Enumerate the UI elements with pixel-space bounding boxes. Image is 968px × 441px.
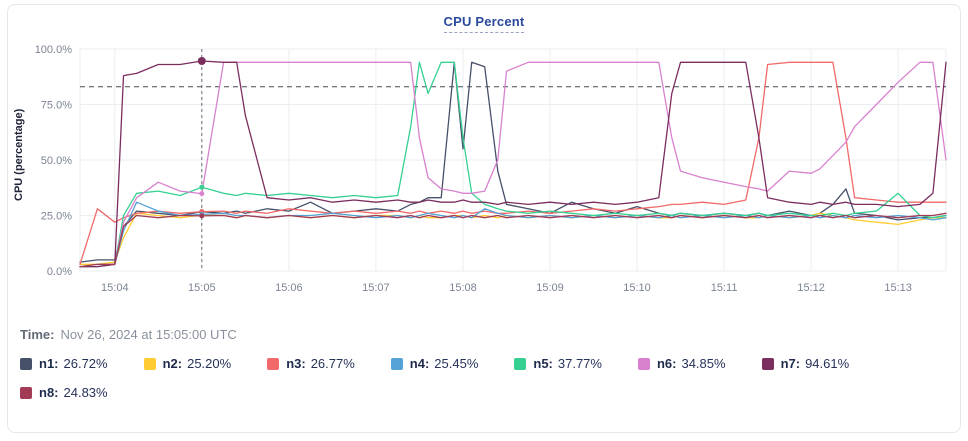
y-axis-label: CPU (percentage) xyxy=(13,108,25,202)
legend-swatch-n4 xyxy=(390,357,403,370)
time-label: Time: xyxy=(20,327,55,342)
x-tick-label: 15:05 xyxy=(188,282,216,294)
crosshair-dot-n5 xyxy=(199,184,205,190)
legend-series-value: 37.77% xyxy=(557,356,602,371)
legend-series-name: n2: xyxy=(162,356,183,371)
series-line-n2 xyxy=(79,212,947,265)
legend-item-n8[interactable]: n8: 24.83% xyxy=(20,385,108,400)
chart-area: CPU (percentage) 100.0% 75.0% 50.0% 25.0% 0.… xyxy=(8,39,960,303)
legend-item-n2[interactable]: n2: 25.20% xyxy=(143,356,232,371)
chart-title[interactable]: CPU Percent xyxy=(443,14,525,33)
y-tick-label: 75.0% xyxy=(41,100,72,112)
legend-swatch-n2 xyxy=(143,357,156,370)
chart-title-row: CPU Percent xyxy=(8,13,960,33)
legend-series-value: 34.85% xyxy=(681,356,726,371)
crosshair-dot-n8 xyxy=(199,213,205,219)
cpu-percent-chart-card: CPU Percent CPU (percentage) 100.0% 75.0%… xyxy=(7,4,961,433)
legend-series-name: n7: xyxy=(780,356,801,371)
legend-series-name: n6: xyxy=(656,356,677,371)
chart-canvas[interactable]: 100.0% 75.0% 50.0% 25.0% 0.0% 15:04 15:05 15:06… xyxy=(8,39,958,303)
legend-series-value: 25.20% xyxy=(187,356,232,371)
legend-series-value: 24.83% xyxy=(63,385,108,400)
legend-item-n6[interactable]: n6: 34.85% xyxy=(637,356,726,371)
y-tick-label: 100.0% xyxy=(35,44,73,56)
x-tick-label: 15:07 xyxy=(362,282,390,294)
legend-series-value: 25.45% xyxy=(434,356,479,371)
y-tick-label: 0.0% xyxy=(47,266,72,278)
legend-series-name: n1: xyxy=(39,356,59,371)
legend-item-n5[interactable]: n5: 37.77% xyxy=(514,356,602,371)
legend-item-n7[interactable]: n7: 94.61% xyxy=(761,356,850,371)
x-tick-label: 15:11 xyxy=(711,282,738,294)
time-value: Nov 26, 2024 at 15:05:00 UTC xyxy=(60,327,237,342)
series-line-n7 xyxy=(79,60,947,268)
x-tick-label: 15:09 xyxy=(536,282,564,294)
legend-series-value: 26.72% xyxy=(63,356,108,371)
legend-series-name: n5: xyxy=(533,356,553,371)
legend-item-n3[interactable]: n3: 26.77% xyxy=(267,356,355,371)
series-line-n4 xyxy=(79,201,947,268)
x-tick-label: 15:12 xyxy=(797,282,825,294)
legend-series-name: n3: xyxy=(286,356,306,371)
y-tick-label: 25.0% xyxy=(41,211,72,223)
legend-swatch-n7 xyxy=(761,357,774,370)
crosshair-dot-n6 xyxy=(199,191,205,197)
crosshair-dot-n7 xyxy=(197,57,206,65)
legend: n1: 26.72% n2: 25.20% n3: 26.77% n4: 25.45% n5: 3… xyxy=(20,356,940,400)
legend-swatch-n1 xyxy=(20,357,32,370)
legend-swatch-n3 xyxy=(267,357,280,370)
x-tick-label: 15:08 xyxy=(449,282,477,294)
time-row: Time: Nov 26, 2024 at 15:05:00 UTC xyxy=(20,327,960,342)
x-tick-label: 15:06 xyxy=(275,282,303,294)
x-tick-label: 15:04 xyxy=(101,282,129,294)
series-line-n3 xyxy=(79,61,947,265)
legend-series-name: n4: xyxy=(409,356,430,371)
legend-swatch-n5 xyxy=(514,357,527,370)
legend-swatch-n8 xyxy=(20,386,32,399)
legend-item-n4[interactable]: n4: 25.45% xyxy=(390,356,479,371)
legend-item-n1[interactable]: n1: 26.72% xyxy=(20,356,108,371)
legend-series-value: 94.61% xyxy=(805,356,850,371)
legend-series-name: n8: xyxy=(39,385,59,400)
x-tick-label: 15:13 xyxy=(884,282,912,294)
series-line-n6 xyxy=(79,61,947,268)
series-line-n8 xyxy=(79,212,947,268)
series-line-n5 xyxy=(79,61,947,268)
legend-series-value: 26.77% xyxy=(310,356,355,371)
series-line-n1 xyxy=(79,61,947,263)
x-tick-label: 15:10 xyxy=(623,282,651,294)
y-tick-label: 50.0% xyxy=(41,155,72,167)
legend-swatch-n6 xyxy=(637,357,650,370)
